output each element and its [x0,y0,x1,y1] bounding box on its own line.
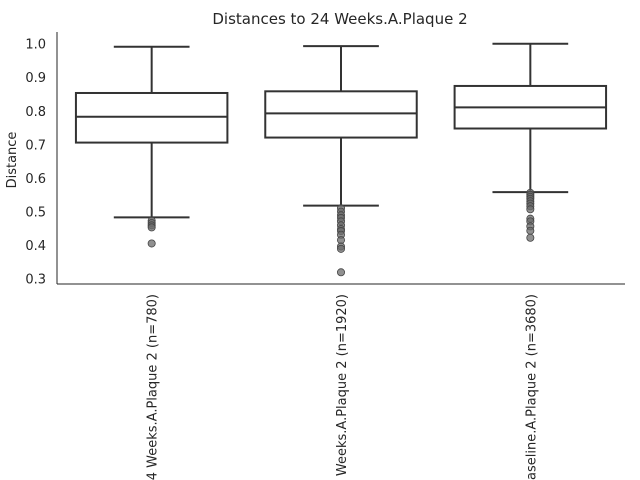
y-tick-label: 1.0 [25,38,46,53]
box-3 [453,42,608,242]
x-axis: 24 Weeks.A.Plaque 2 (n=780) 12 Weeks.A.Pl… [57,283,625,480]
outlier-point [526,205,535,214]
chart-title: Distances to 24 Weeks.A.Plaque 2 [212,10,467,28]
y-tick-label: 0.3 [25,272,46,287]
x-tick-label: 24 Weeks.A.Plaque 2 (n=780) [146,294,161,480]
y-axis-label: Distance [5,132,20,189]
y-tick-label: 0.9 [25,71,46,86]
outlier-point [147,223,156,232]
outlier-point [147,239,156,248]
outlier-point [336,268,345,277]
iqr-box [264,90,418,139]
box-1 [74,45,229,248]
y-tick-label: 0.8 [25,105,46,120]
iqr-box [74,91,229,144]
outlier-point [336,244,345,253]
boxes-group [74,42,608,277]
x-tick-label: 12 Weeks.A.Plaque 2 (n=1920) [335,294,350,480]
y-tick-label: 0.7 [25,138,46,153]
box-2 [264,45,418,277]
y-axis: 0.3 0.4 0.5 0.6 0.7 0.8 0.9 1.0 [25,32,58,287]
y-tick-label: 0.4 [25,239,46,254]
outlier-point [526,233,535,242]
y-tick-label: 0.6 [25,172,46,187]
outlier-point [526,226,535,235]
x-tick-label: Baseline.A.Plaque 2 (n=3680) [524,294,539,480]
y-tick-label: 0.5 [25,205,46,220]
